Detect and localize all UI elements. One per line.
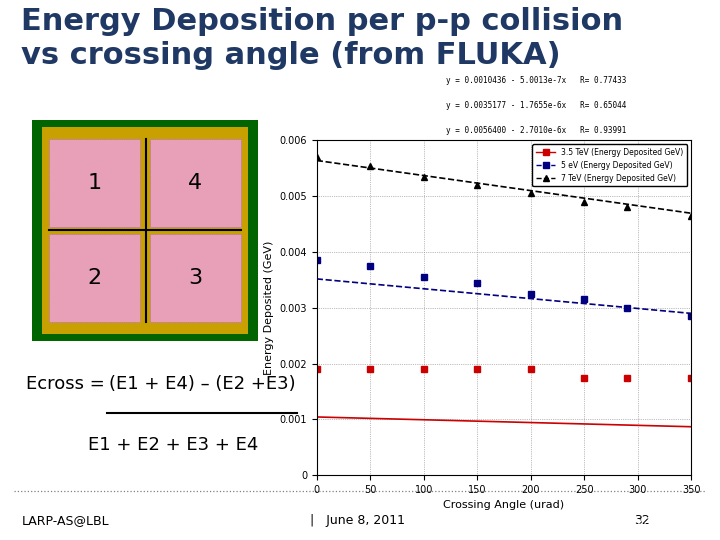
Text: Energy Deposition per p-p collision
vs crossing angle (from FLUKA): Energy Deposition per p-p collision vs c… [22, 8, 624, 70]
Bar [42, 127, 248, 334]
Text: BERKELEY
LAB: BERKELEY LAB [652, 519, 688, 530]
Legend: 3.5 TeV (Energy Deposited GeV), 5 eV (Energy Deposited GeV), 7 TeV (Energy Depos: 3.5 TeV (Energy Deposited GeV), 5 eV (En… [532, 144, 688, 186]
Text: y = 0.0056400 - 2.7010e-6x   R= 0.93991: y = 0.0056400 - 2.7010e-6x R= 0.93991 [446, 126, 627, 135]
Text: |   June 8, 2011: | June 8, 2011 [310, 514, 405, 527]
Text: 3: 3 [189, 268, 202, 288]
Text: E1 + E2 + E3 + E4: E1 + E2 + E3 + E4 [88, 436, 258, 454]
Text: (E1 + E4) – (E2 +E3): (E1 + E4) – (E2 +E3) [109, 375, 296, 393]
Bar [150, 234, 241, 322]
Text: Ecross =: Ecross = [26, 375, 110, 393]
X-axis label: Crossing Angle (urad): Crossing Angle (urad) [444, 501, 564, 510]
Text: 1: 1 [88, 173, 102, 193]
Text: LARP-AS@LBL: LARP-AS@LBL [22, 514, 109, 527]
Bar [150, 139, 241, 227]
Bar [49, 139, 140, 227]
Text: 32: 32 [634, 514, 649, 527]
Text: y = 0.0035177 - 1.7655e-6x   R= 0.65044: y = 0.0035177 - 1.7655e-6x R= 0.65044 [446, 101, 627, 110]
Text: 2: 2 [88, 268, 102, 288]
Text: y = 0.0010436 - 5.0013e-7x   R= 0.77433: y = 0.0010436 - 5.0013e-7x R= 0.77433 [446, 76, 627, 85]
Text: 4: 4 [189, 173, 202, 193]
Bar [49, 234, 140, 322]
Y-axis label: Energy Deposited (GeV): Energy Deposited (GeV) [264, 241, 274, 375]
